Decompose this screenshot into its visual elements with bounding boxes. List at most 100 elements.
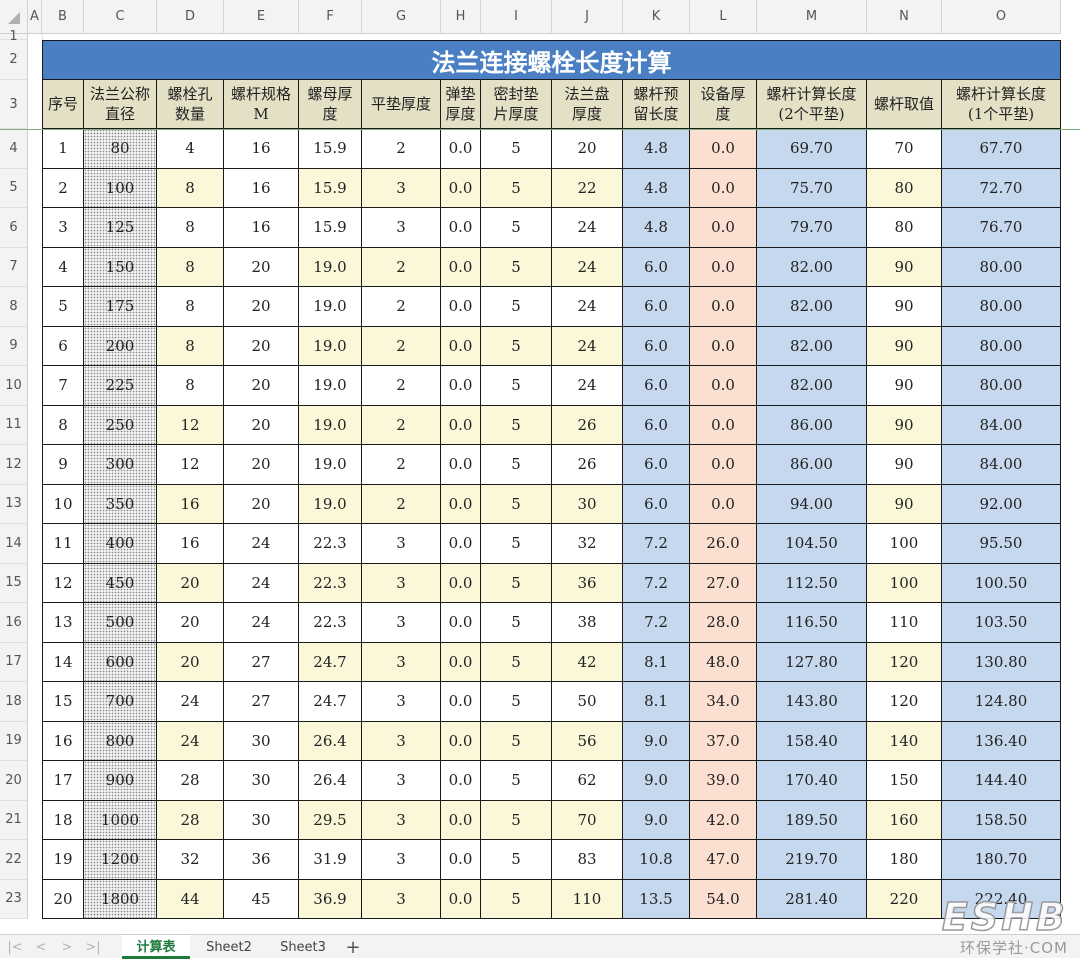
cell-m4[interactable]: 69.70 (757, 129, 867, 169)
cell-k23[interactable]: 13.5 (623, 879, 690, 919)
row-header-22[interactable]: 22 (0, 840, 28, 880)
cell-i10[interactable]: 5 (481, 366, 552, 406)
cell-h9[interactable]: 0.0 (441, 326, 481, 366)
cell-d8[interactable]: 8 (157, 287, 224, 327)
cell-h23[interactable]: 0.0 (441, 879, 481, 919)
cell-g19[interactable]: 3 (362, 721, 441, 761)
cell-m5[interactable]: 75.70 (757, 168, 867, 208)
cell-j22[interactable]: 83 (552, 840, 623, 880)
column-header-h[interactable]: H (441, 0, 481, 34)
column-header-l[interactable]: L (690, 0, 757, 34)
cell-e15[interactable]: 24 (224, 563, 299, 603)
last-sheet-icon[interactable]: >| (85, 939, 101, 955)
column-title-c[interactable]: 法兰公称 直径 (84, 80, 157, 129)
cell-l8[interactable]: 0.0 (690, 287, 757, 327)
cell-m9[interactable]: 82.00 (757, 326, 867, 366)
cell-d10[interactable]: 8 (157, 366, 224, 406)
cell-i22[interactable]: 5 (481, 840, 552, 880)
cell-e22[interactable]: 36 (224, 840, 299, 880)
cell-l9[interactable]: 0.0 (690, 326, 757, 366)
cell-i6[interactable]: 5 (481, 208, 552, 248)
cell-d6[interactable]: 8 (157, 208, 224, 248)
cell-j12[interactable]: 26 (552, 445, 623, 485)
column-header-k[interactable]: K (623, 0, 690, 34)
column-header-g[interactable]: G (362, 0, 441, 34)
cell-k19[interactable]: 9.0 (623, 721, 690, 761)
cell-i8[interactable]: 5 (481, 287, 552, 327)
cell-g11[interactable]: 2 (362, 405, 441, 445)
cell-d16[interactable]: 20 (157, 603, 224, 643)
cell-m20[interactable]: 170.40 (757, 761, 867, 801)
cell-b5[interactable]: 2 (42, 168, 84, 208)
cell-j4[interactable]: 20 (552, 129, 623, 169)
cell-d9[interactable]: 8 (157, 326, 224, 366)
cell-c16[interactable]: 500 (84, 603, 157, 643)
cell-o6[interactable]: 76.70 (942, 208, 1061, 248)
cell-l19[interactable]: 37.0 (690, 721, 757, 761)
cell-i23[interactable]: 5 (481, 879, 552, 919)
cell-k22[interactable]: 10.8 (623, 840, 690, 880)
cell-i18[interactable]: 5 (481, 682, 552, 722)
cell-o13[interactable]: 92.00 (942, 484, 1061, 524)
cell-h13[interactable]: 0.0 (441, 484, 481, 524)
cell-h19[interactable]: 0.0 (441, 721, 481, 761)
cell-l23[interactable]: 54.0 (690, 879, 757, 919)
cell-e4[interactable]: 16 (224, 129, 299, 169)
cell-h5[interactable]: 0.0 (441, 168, 481, 208)
next-sheet-icon[interactable]: > (61, 939, 73, 955)
cell-j7[interactable]: 24 (552, 247, 623, 287)
cell-n5[interactable]: 80 (867, 168, 942, 208)
cell-k6[interactable]: 4.8 (623, 208, 690, 248)
cell-n12[interactable]: 90 (867, 445, 942, 485)
cell-h6[interactable]: 0.0 (441, 208, 481, 248)
cell-c9[interactable]: 200 (84, 326, 157, 366)
cell-o4[interactable]: 67.70 (942, 129, 1061, 169)
cell-k14[interactable]: 7.2 (623, 524, 690, 564)
cell-j21[interactable]: 70 (552, 800, 623, 840)
cell-d23[interactable]: 44 (157, 879, 224, 919)
cell-l5[interactable]: 0.0 (690, 168, 757, 208)
cell-i5[interactable]: 5 (481, 168, 552, 208)
cell-k11[interactable]: 6.0 (623, 405, 690, 445)
column-title-i[interactable]: 密封垫 片厚度 (481, 80, 552, 129)
cell-h8[interactable]: 0.0 (441, 287, 481, 327)
cell-o20[interactable]: 144.40 (942, 761, 1061, 801)
row-header-23[interactable]: 23 (0, 879, 28, 919)
cell-n4[interactable]: 70 (867, 129, 942, 169)
cell-g21[interactable]: 3 (362, 800, 441, 840)
cell-b19[interactable]: 16 (42, 721, 84, 761)
cell-j13[interactable]: 30 (552, 484, 623, 524)
cell-b11[interactable]: 8 (42, 405, 84, 445)
cell-o5[interactable]: 72.70 (942, 168, 1061, 208)
cell-n21[interactable]: 160 (867, 800, 942, 840)
cell-j17[interactable]: 42 (552, 642, 623, 682)
column-title-k[interactable]: 螺杆预 留长度 (623, 80, 690, 129)
cell-b23[interactable]: 20 (42, 879, 84, 919)
column-header-o[interactable]: O (942, 0, 1061, 34)
cell-k7[interactable]: 6.0 (623, 247, 690, 287)
cell-g14[interactable]: 3 (362, 524, 441, 564)
cell-b12[interactable]: 9 (42, 445, 84, 485)
cell-e12[interactable]: 20 (224, 445, 299, 485)
row-header-13[interactable]: 13 (0, 484, 28, 524)
cell-o11[interactable]: 84.00 (942, 405, 1061, 445)
column-title-f[interactable]: 螺母厚度 (299, 80, 362, 129)
cell-m7[interactable]: 82.00 (757, 247, 867, 287)
cell-e18[interactable]: 27 (224, 682, 299, 722)
cell-n7[interactable]: 90 (867, 247, 942, 287)
column-header-d[interactable]: D (157, 0, 224, 34)
cell-d20[interactable]: 28 (157, 761, 224, 801)
cell-g7[interactable]: 2 (362, 247, 441, 287)
cell-l22[interactable]: 47.0 (690, 840, 757, 880)
cell-h10[interactable]: 0.0 (441, 366, 481, 406)
cell-m15[interactable]: 112.50 (757, 563, 867, 603)
cell-d13[interactable]: 16 (157, 484, 224, 524)
cell-l21[interactable]: 42.0 (690, 800, 757, 840)
cell-i7[interactable]: 5 (481, 247, 552, 287)
cell-g13[interactable]: 2 (362, 484, 441, 524)
cell-m8[interactable]: 82.00 (757, 287, 867, 327)
cell-d4[interactable]: 4 (157, 129, 224, 169)
column-header-n[interactable]: N (867, 0, 942, 34)
cell-b18[interactable]: 15 (42, 682, 84, 722)
cell-j23[interactable]: 110 (552, 879, 623, 919)
